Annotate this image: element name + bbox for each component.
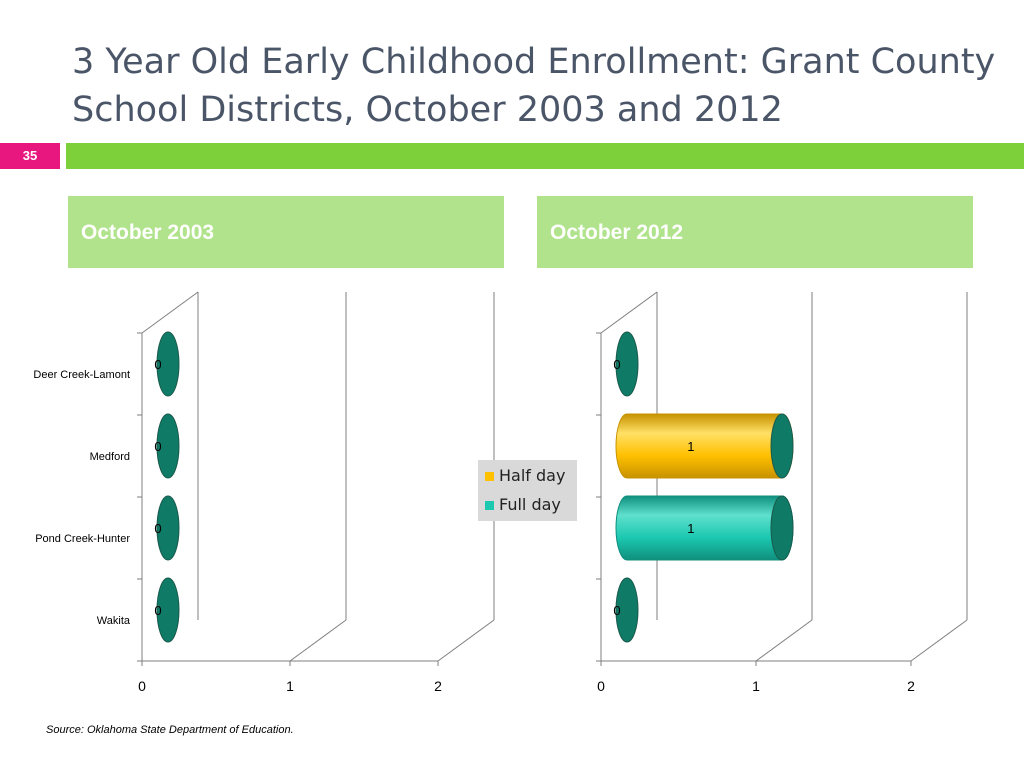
bar-empty-cap (615, 331, 639, 397)
depth-line (600, 291, 658, 334)
gridline-floor (437, 619, 495, 662)
gridline-floor (910, 619, 968, 662)
gridline-floor (755, 619, 813, 662)
legend-label-full-day: Full day (499, 495, 561, 514)
x-tick-label: 2 (907, 678, 915, 694)
slide-title: 3 Year Old Early Childhood Enrollment: G… (72, 38, 996, 134)
bar-end-cap (770, 413, 794, 479)
legend-label-half-day: Half day (499, 466, 566, 485)
bar-end-cap (770, 495, 794, 561)
panel-header-2012: October 2012 (537, 196, 973, 268)
slide-title-line-2: School Districts, October 2003 and 2012 (72, 90, 783, 130)
data-label: 0 (154, 357, 161, 372)
depth-line (141, 291, 199, 334)
y-category-label: Medford (90, 451, 130, 463)
panel-title-2012: October 2012 (550, 221, 684, 244)
y-category-label: Deer Creek-Lamont (33, 369, 130, 381)
chart-legend: Half day Full day (478, 460, 577, 521)
panel-title-2003: October 2003 (81, 221, 215, 244)
x-tick-label: 2 (434, 678, 442, 694)
y-category-label: Wakita (97, 615, 131, 627)
chart-october-2003: 0 1 2 Deer Creek-Lamont 0 Medford 0 Pond Creek-… (33, 291, 495, 694)
data-label: 0 (613, 603, 620, 618)
data-label: 0 (613, 357, 620, 372)
legend-swatch-half-day (485, 472, 494, 481)
y-category-label: Pond Creek-Hunter (35, 533, 130, 545)
data-label: 1 (687, 521, 694, 536)
slide-title-line-1: 3 Year Old Early Childhood Enrollment: G… (72, 42, 996, 82)
data-label: 0 (154, 521, 161, 536)
source-note: Source: Oklahoma State Department of Edu… (46, 724, 294, 736)
bar-empty-cap (615, 577, 639, 643)
bar-empty-cap (156, 495, 180, 561)
legend-swatch-full-day (485, 501, 494, 510)
bar-empty-cap (156, 413, 180, 479)
data-label: 0 (154, 603, 161, 618)
bar-full-day (615, 495, 794, 561)
panel-header-2003: October 2003 (68, 196, 504, 268)
bar-empty-cap (156, 331, 180, 397)
x-tick-label: 1 (286, 678, 294, 694)
bar-half-day (615, 413, 794, 479)
gridline-floor (289, 619, 347, 662)
x-tick-label: 1 (752, 678, 760, 694)
data-label: 1 (687, 439, 694, 454)
title-divider-bar (66, 143, 1024, 169)
bar-empty-cap (156, 577, 180, 643)
slide-number: 35 (0, 143, 60, 169)
data-label: 0 (154, 439, 161, 454)
x-tick-label: 0 (597, 678, 605, 694)
x-tick-label: 0 (138, 678, 146, 694)
chart-october-2012: 0 1 2 0 1 1 0 (596, 291, 968, 694)
